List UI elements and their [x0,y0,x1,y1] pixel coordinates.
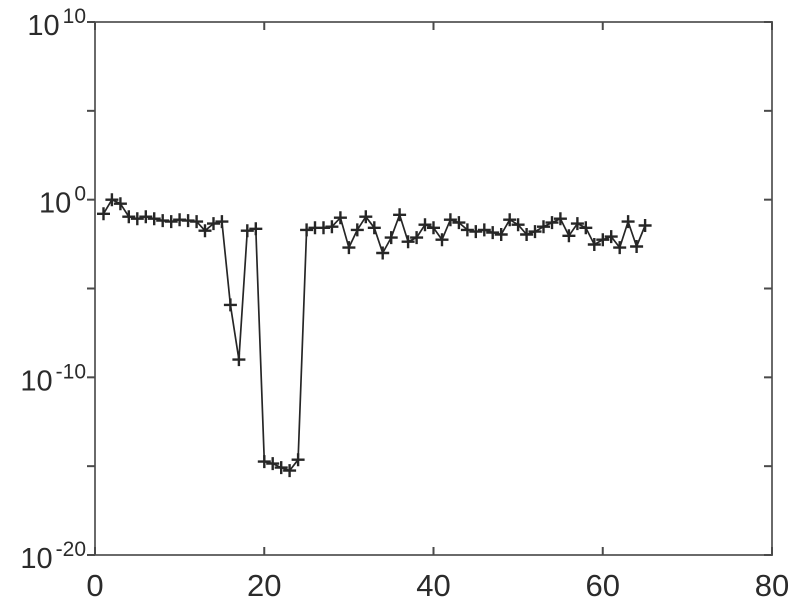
plot-frame [94,21,773,556]
data-series-line [102,198,646,472]
x-tick-label: 80 [755,568,789,600]
data-point-markers [97,193,652,478]
x-tick-label: 40 [416,568,450,600]
y-tick-label-base: 10 [20,365,52,397]
y-tick-label-exponent: -10 [56,360,86,383]
x-tick-label: 60 [586,568,620,600]
y-tick-label-base: 10 [27,10,59,42]
y-tick-label: 10 -10 [20,360,86,397]
y-tick-label-exponent: -20 [56,538,86,561]
y-tick-label-exponent: 0 [74,183,86,206]
y-tick-label: 10 0 [39,183,86,220]
y-tick-label: 10 10 [27,5,86,42]
y-tick-label-exponent: 10 [63,5,86,28]
y-tick-label-base: 10 [20,543,52,575]
x-tick-label: 20 [247,568,281,600]
y-tick-label: 10 -20 [20,538,86,575]
y-tick-label-base: 10 [39,188,71,220]
x-tick-label: 0 [86,568,103,600]
